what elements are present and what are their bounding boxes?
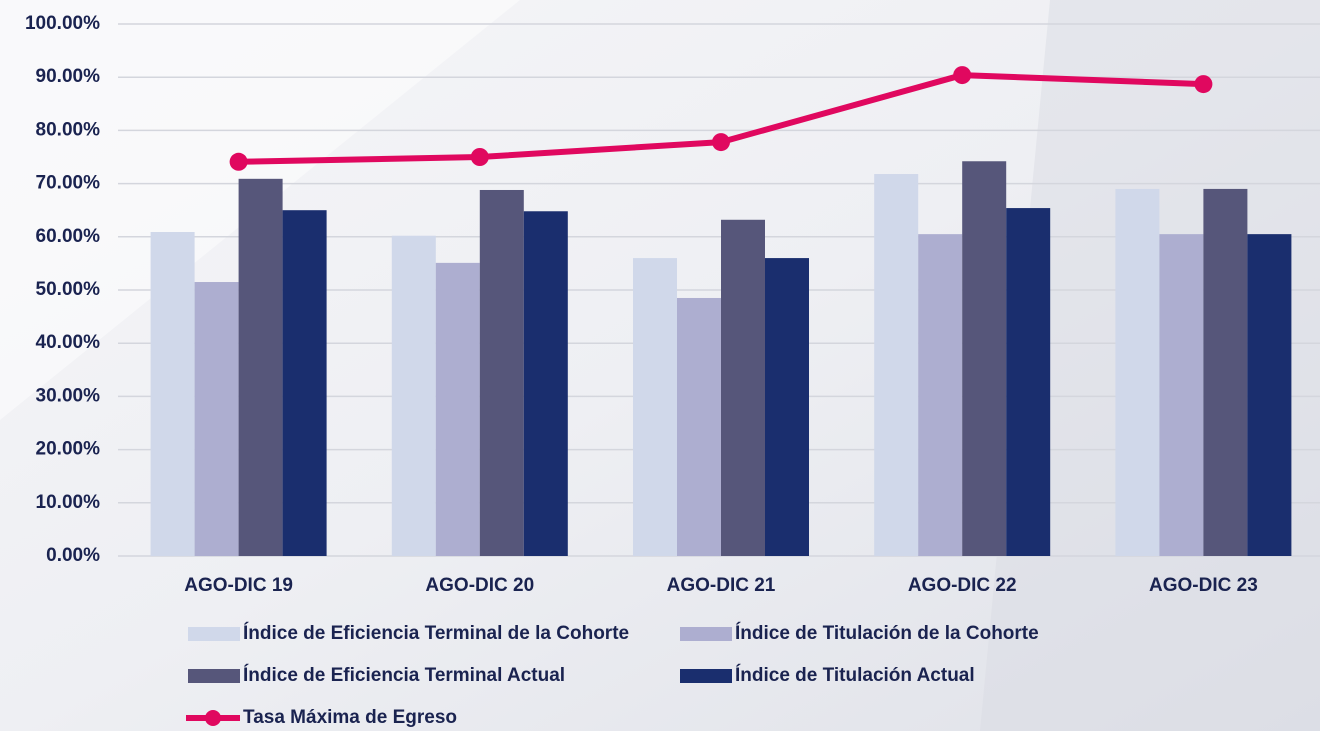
bar — [479, 189, 524, 556]
bar — [677, 297, 721, 556]
legend-label: Índice de Titulación de la Cohorte — [735, 622, 1039, 644]
y-tick-label: 90.00% — [36, 66, 101, 87]
y-tick-label: 70.00% — [36, 173, 101, 194]
bar — [1006, 208, 1051, 556]
legend-label: Índice de Titulación Actual — [735, 664, 975, 686]
legend-swatch — [680, 669, 732, 683]
legend-swatch — [205, 710, 221, 726]
bar — [238, 178, 283, 556]
legend-label: Índice de Eficiencia Terminal de la Coho… — [243, 622, 629, 644]
bar — [523, 211, 568, 556]
legend-swatch — [680, 627, 732, 641]
legend-label: Tasa Máxima de Egreso — [243, 707, 457, 728]
bar — [435, 262, 480, 556]
x-tick-label: AGO-DIC 22 — [908, 575, 1017, 596]
bar — [765, 258, 809, 556]
line-marker — [953, 66, 972, 85]
line-marker — [470, 148, 489, 166]
line-marker — [712, 133, 730, 152]
bar — [918, 234, 963, 556]
line-marker — [1194, 75, 1213, 94]
y-tick-label: 60.00% — [36, 226, 101, 247]
x-tick-label: AGO-DIC 19 — [184, 575, 293, 596]
bar — [721, 219, 765, 556]
legend-swatch — [188, 627, 240, 641]
y-tick-label: 0.00% — [46, 545, 100, 566]
y-tick-label: 50.00% — [36, 279, 101, 300]
bar — [194, 282, 239, 556]
y-tick-label: 100.00% — [25, 13, 100, 34]
x-tick-label: AGO-DIC 20 — [425, 575, 534, 596]
y-tick-label: 80.00% — [36, 119, 101, 140]
x-tick-label: AGO-DIC 23 — [1149, 575, 1258, 596]
bar — [391, 235, 436, 556]
y-tick-label: 40.00% — [36, 332, 101, 353]
bar — [1247, 234, 1292, 556]
line-marker — [229, 152, 248, 171]
bar — [150, 232, 195, 556]
x-tick-label: AGO-DIC 21 — [667, 575, 776, 596]
bar — [633, 258, 677, 556]
y-tick-label: 20.00% — [36, 439, 101, 460]
bar — [1115, 188, 1160, 557]
y-tick-label: 10.00% — [36, 492, 101, 513]
legend-label: Índice de Eficiencia Terminal Actual — [243, 664, 565, 686]
bar — [282, 210, 327, 556]
bar — [1159, 234, 1204, 556]
y-tick-label: 30.00% — [36, 385, 101, 406]
bar — [1203, 188, 1248, 557]
bar — [962, 161, 1007, 557]
bar — [874, 174, 919, 557]
legend-swatch — [188, 669, 240, 683]
